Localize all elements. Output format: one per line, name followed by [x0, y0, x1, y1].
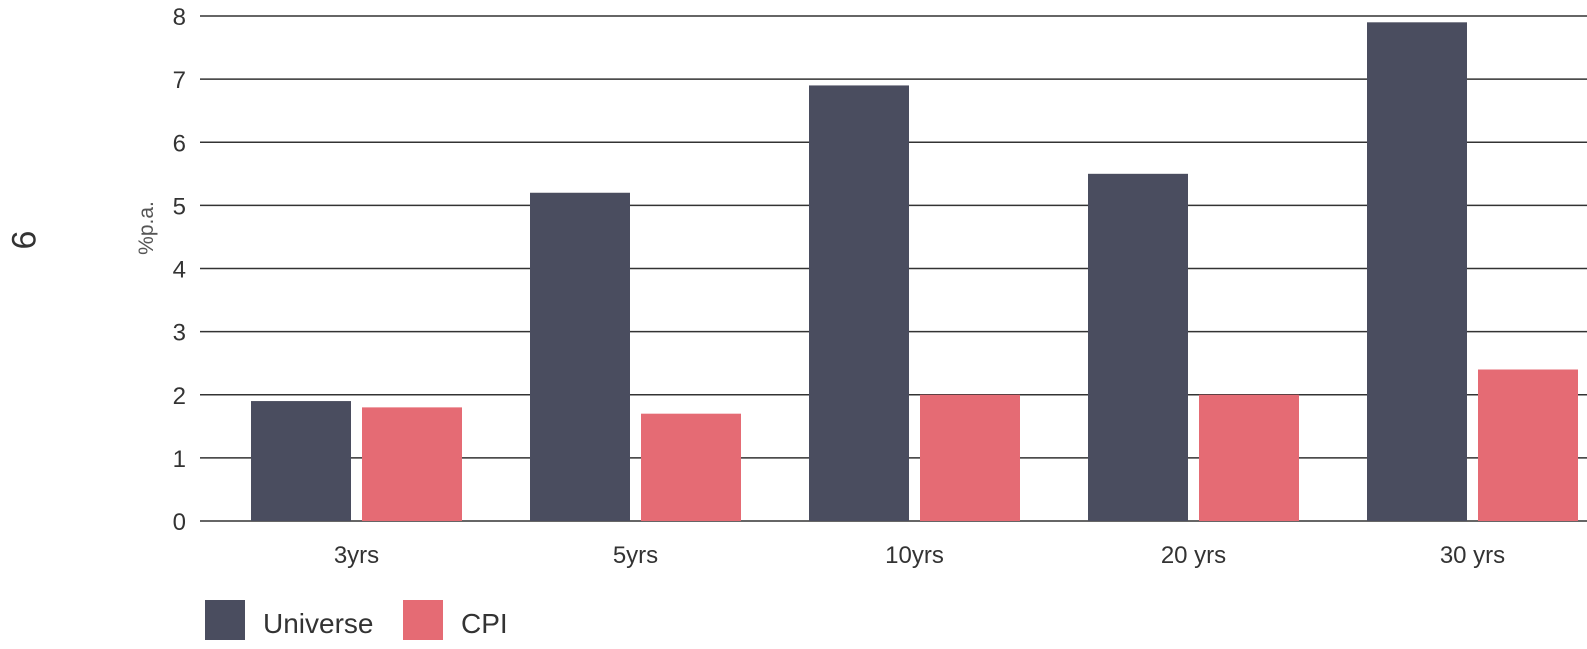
legend: Universe CPI — [205, 600, 508, 640]
page-number: 9 — [4, 231, 42, 250]
x-tick-label: 10yrs — [885, 542, 944, 569]
x-tick-label: 3yrs — [334, 542, 379, 569]
y-tick-label: 2 — [173, 383, 186, 410]
bar-cpi-3 — [1199, 394, 1299, 521]
y-axis-title: %p.a. — [135, 201, 158, 255]
bar-cpi-1 — [641, 413, 741, 521]
bar-cpi-0 — [362, 407, 462, 521]
y-tick-label: 5 — [173, 193, 186, 220]
bar-universe-3 — [1088, 173, 1188, 521]
legend-swatch-cpi — [403, 600, 443, 640]
y-tick-label: 0 — [173, 509, 186, 536]
bar-universe-2 — [809, 85, 909, 521]
y-tick-label: 3 — [173, 320, 186, 347]
legend-label-cpi: CPI — [461, 608, 508, 639]
bar-cpi-2 — [920, 394, 1020, 521]
y-tick-label: 6 — [173, 130, 186, 157]
bar-cpi-4 — [1478, 369, 1578, 521]
y-tick-label: 1 — [173, 446, 186, 473]
x-tick-label: 30 yrs — [1440, 542, 1505, 569]
y-tick-labels: 0 1 2 3 4 5 6 7 8 — [173, 4, 186, 536]
y-tick-label: 8 — [173, 4, 186, 31]
legend-swatch-universe — [205, 600, 245, 640]
y-tick-label: 7 — [173, 67, 186, 94]
bars — [251, 22, 1578, 521]
x-tick-label: 20 yrs — [1161, 542, 1226, 569]
legend-label-universe: Universe — [263, 608, 373, 639]
x-tick-label: 5yrs — [613, 542, 658, 569]
x-tick-labels: 3yrs 5yrs 10yrs 20 yrs 30 yrs — [334, 542, 1505, 569]
bar-universe-4 — [1367, 22, 1467, 521]
bar-universe-1 — [530, 192, 630, 521]
y-tick-label: 4 — [173, 257, 186, 284]
bar-universe-0 — [251, 401, 351, 521]
